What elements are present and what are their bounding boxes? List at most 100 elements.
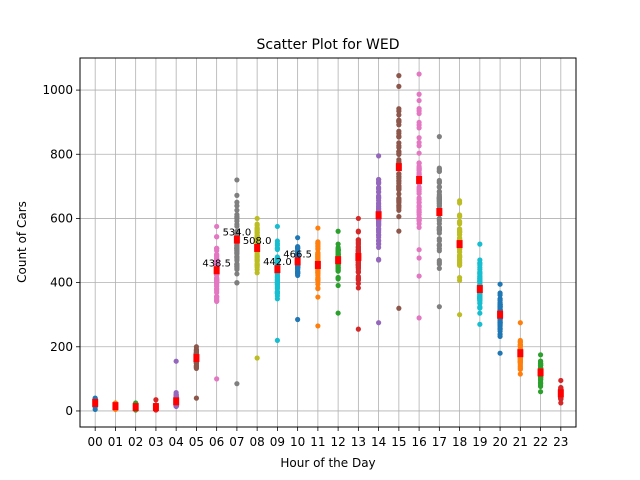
data-point: [376, 204, 382, 210]
data-point: [376, 232, 382, 238]
data-point: [335, 228, 341, 234]
x-tick-label: 10: [290, 435, 305, 449]
data-point: [396, 205, 402, 211]
data-point: [396, 73, 402, 79]
data-point: [396, 108, 402, 114]
data-point: [376, 153, 382, 159]
data-point: [295, 316, 301, 323]
data-point: [436, 177, 442, 184]
mean-marker: [92, 398, 99, 407]
x-tick-label: 18: [452, 435, 467, 449]
data-point: [416, 190, 422, 197]
data-point: [173, 358, 179, 364]
data-point: [234, 192, 240, 198]
data-point: [497, 333, 503, 339]
data-point: [376, 226, 382, 232]
data-point: [436, 198, 442, 204]
data-point: [416, 247, 422, 253]
data-point: [436, 168, 442, 174]
data-point: [477, 310, 483, 316]
data-point: [416, 217, 422, 224]
data-point: [396, 112, 402, 118]
data-point: [456, 259, 463, 265]
x-tick-label: 12: [330, 435, 345, 449]
data-point: [295, 235, 301, 241]
data-point: [214, 245, 220, 252]
x-tick-label: 21: [513, 435, 528, 449]
data-point: [234, 381, 240, 387]
data-point: [214, 260, 220, 266]
mean-marker: [274, 265, 281, 274]
data-point: [436, 243, 442, 249]
data-point: [335, 275, 341, 281]
data-point: [315, 225, 321, 231]
data-point: [355, 273, 361, 280]
chart-title: Scatter Plot for WED: [257, 37, 400, 53]
plot-frame: [79, 57, 577, 428]
data-point: [456, 232, 463, 238]
mean-marker: [294, 257, 301, 266]
data-point: [315, 245, 321, 251]
data-point: [376, 195, 382, 201]
data-point: [234, 177, 240, 183]
mean-marker: [233, 235, 240, 244]
x-tick-label: 22: [533, 435, 548, 449]
data-point: [396, 191, 402, 197]
data-point: [436, 216, 442, 222]
x-tick-label: 11: [310, 435, 325, 449]
mean-marker: [517, 349, 524, 358]
x-tick-label: 15: [391, 435, 406, 449]
data-point: [416, 97, 422, 104]
data-point: [234, 223, 240, 229]
data-point: [315, 294, 321, 300]
mean-marker: [497, 310, 504, 319]
data-point: [517, 320, 523, 326]
data-point: [497, 304, 503, 310]
data-point: [456, 254, 463, 260]
data-point: [295, 249, 301, 255]
data-point: [234, 203, 240, 209]
data-point: [558, 400, 564, 406]
mean-annotation: 534.0: [223, 228, 252, 239]
x-tick-label: 05: [189, 435, 204, 449]
data-point: [497, 281, 503, 287]
data-point: [497, 292, 503, 298]
data-point: [436, 304, 442, 310]
data-point: [274, 337, 280, 343]
data-point: [456, 200, 463, 206]
mean-markers: [92, 163, 564, 412]
data-point: [315, 270, 321, 276]
mean-marker: [436, 208, 443, 217]
data-point: [315, 277, 321, 283]
data-point: [274, 275, 280, 281]
data-point: [497, 350, 503, 356]
mean-marker: [193, 354, 200, 363]
data-point: [456, 312, 463, 318]
mean-marker: [132, 403, 139, 412]
data-point: [537, 389, 544, 395]
mean-annotation: 466.5: [283, 249, 312, 260]
data-point: [274, 281, 280, 287]
data-point: [537, 377, 544, 383]
x-tick-label: 09: [270, 435, 285, 449]
data-point: [295, 270, 301, 276]
data-point: [355, 277, 361, 283]
x-tick-label: 16: [411, 435, 426, 449]
data-point: [416, 209, 422, 215]
data-point: [335, 267, 341, 273]
data-point: [335, 310, 341, 316]
mean-marker: [456, 240, 463, 249]
data-point: [436, 259, 442, 265]
data-point: [416, 135, 422, 141]
y-tick-label: 0: [65, 404, 73, 418]
data-point: [376, 244, 382, 250]
data-point: [234, 254, 240, 260]
y-tick-label: 200: [50, 340, 73, 354]
y-axis-ticks: 0 200 400 600 800 1000: [42, 83, 80, 418]
data-point: [517, 339, 523, 345]
data-point: [396, 305, 402, 311]
data-point: [436, 265, 442, 271]
data-point: [234, 218, 240, 224]
